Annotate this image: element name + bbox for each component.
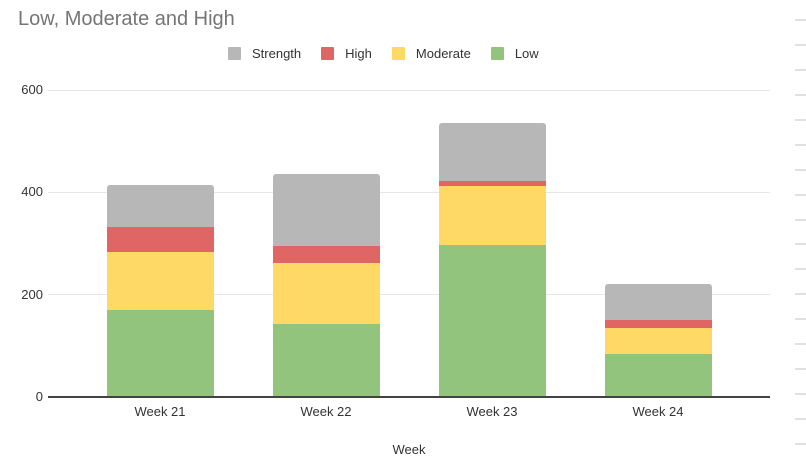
- x-tick-label-week-24: Week 24: [632, 404, 684, 419]
- bar-segment-low-week-21[interactable]: [106, 310, 214, 397]
- bar-segment-high-week-24[interactable]: [604, 319, 712, 329]
- legend-label: Low: [514, 46, 539, 61]
- x-tick-label-week-23: Week 23: [466, 404, 518, 419]
- y-tick-label-0: 0: [35, 389, 43, 404]
- sheet-row-tick: [795, 118, 806, 121]
- sheet-row-tick: [795, 293, 806, 296]
- sheet-row-tick: [795, 193, 806, 196]
- bar-segment-strength-week-22[interactable]: [272, 174, 380, 247]
- x-tick-label-week-22: Week 22: [300, 404, 352, 419]
- bar-segment-high-week-21[interactable]: [106, 226, 214, 253]
- sheet-row-tick: [795, 343, 806, 346]
- bar-segment-strength-week-24[interactable]: [604, 283, 712, 320]
- high-swatch-icon: [321, 47, 335, 60]
- y-tick-label-600: 600: [21, 82, 43, 97]
- strength-swatch-icon: [228, 47, 241, 60]
- bar-segment-moderate-week-24[interactable]: [604, 328, 712, 354]
- sheet-row-tick: [795, 243, 806, 246]
- legend-item-strength[interactable]: Strength: [228, 46, 301, 61]
- sheet-row-tick: [795, 68, 806, 71]
- gridline-400: [48, 191, 770, 193]
- bar-segment-high-week-23[interactable]: [438, 180, 546, 186]
- gridline-600: [48, 89, 770, 91]
- bar-segment-low-week-24[interactable]: [604, 353, 712, 397]
- legend-label: Strength: [252, 46, 302, 61]
- sheet-row-tick: [795, 93, 806, 96]
- x-tick-label-week-21: Week 21: [134, 404, 186, 419]
- sheet-row-tick: [795, 318, 806, 321]
- bar-week-22[interactable]: [272, 174, 380, 397]
- x-axis-line: [48, 396, 770, 398]
- sheet-row-tick: [795, 218, 806, 221]
- sheet-row-tick: [795, 143, 806, 146]
- legend-label: Moderate: [415, 46, 471, 61]
- y-tick-label-400: 400: [21, 184, 43, 200]
- y-tick-label-200: 200: [21, 286, 43, 302]
- chart-title: Low, Moderate and High: [18, 8, 235, 30]
- sheet-row-tick: [795, 19, 806, 21]
- sheet-row-tick: [795, 268, 806, 271]
- legend-label: High: [345, 46, 372, 61]
- bar-segment-strength-week-23[interactable]: [438, 123, 546, 181]
- gridline-200: [48, 294, 770, 296]
- moderate-swatch-icon: [391, 47, 405, 60]
- x-axis-title: Week: [392, 442, 426, 457]
- bar-segment-low-week-22[interactable]: [272, 324, 380, 397]
- bar-week-21[interactable]: [106, 184, 214, 397]
- bar-week-24[interactable]: [604, 283, 712, 397]
- sheet-row-tick: [795, 443, 806, 445]
- sheet-row-tick: [795, 168, 806, 171]
- chart-legend: Strength High Moderate Low: [228, 46, 539, 61]
- bar-segment-strength-week-21[interactable]: [106, 184, 214, 227]
- sheet-row-tick: [795, 393, 806, 396]
- legend-item-moderate[interactable]: Moderate: [391, 46, 471, 61]
- bar-week-23[interactable]: [438, 123, 546, 397]
- bar-segment-moderate-week-23[interactable]: [438, 185, 546, 245]
- low-swatch-icon: [490, 47, 504, 60]
- sheet-row-tick: [795, 43, 806, 46]
- bar-segment-moderate-week-21[interactable]: [106, 252, 214, 311]
- bar-segment-low-week-23[interactable]: [438, 244, 546, 397]
- bar-segment-high-week-22[interactable]: [272, 246, 380, 263]
- bar-segment-moderate-week-22[interactable]: [272, 262, 380, 325]
- legend-item-low[interactable]: Low: [490, 46, 539, 61]
- sheet-row-tick: [795, 418, 806, 421]
- sheet-row-tick: [795, 368, 806, 371]
- legend-item-high[interactable]: High: [321, 46, 372, 61]
